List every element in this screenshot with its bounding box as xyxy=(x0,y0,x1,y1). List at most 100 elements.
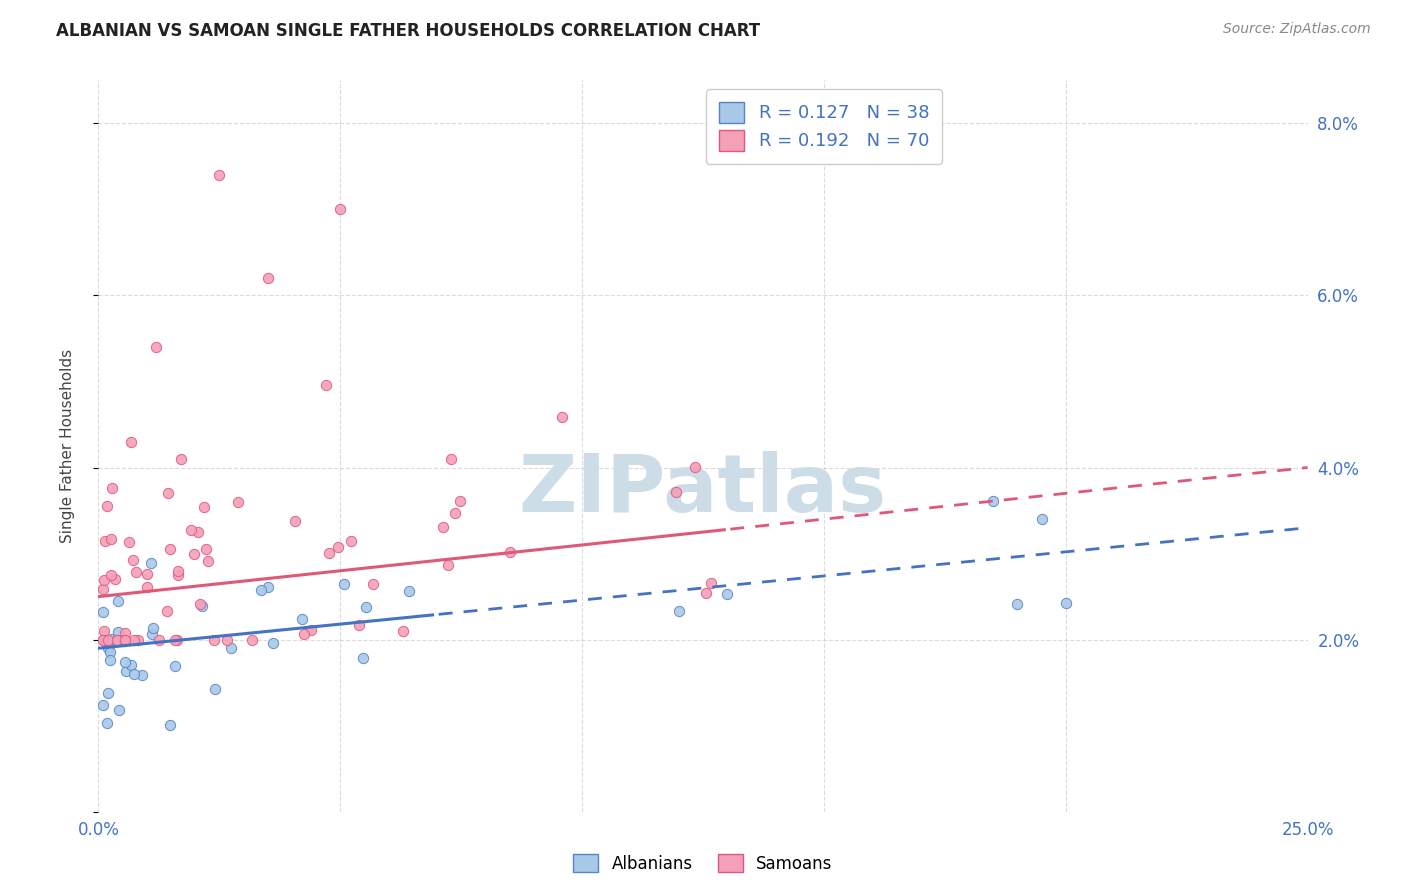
Point xyxy=(114,665,136,679)
Point xyxy=(449,494,471,508)
Point xyxy=(121,553,143,567)
Text: Source: ZipAtlas.com: Source: ZipAtlas.com xyxy=(1223,22,1371,37)
Point xyxy=(136,566,159,581)
Point xyxy=(665,484,688,499)
Text: ZIPatlas: ZIPatlas xyxy=(519,450,887,529)
Point xyxy=(354,600,377,615)
Point xyxy=(141,556,163,570)
Point xyxy=(226,495,249,509)
Point xyxy=(93,534,115,549)
Point xyxy=(156,485,179,500)
Point xyxy=(256,271,278,285)
Point xyxy=(187,525,209,540)
Point xyxy=(332,576,354,591)
Point xyxy=(183,547,205,561)
Point xyxy=(114,625,136,640)
Point xyxy=(240,632,263,647)
Point xyxy=(127,632,149,647)
Point xyxy=(98,653,121,667)
Point xyxy=(249,583,271,598)
Point xyxy=(107,625,129,640)
Point xyxy=(195,542,218,557)
Point xyxy=(107,593,129,607)
Point xyxy=(444,506,467,520)
Point xyxy=(1031,512,1053,526)
Point xyxy=(361,577,384,591)
Point xyxy=(197,554,219,568)
Point xyxy=(145,340,167,354)
Point xyxy=(685,459,707,474)
Point xyxy=(256,580,278,594)
Point xyxy=(328,541,350,555)
Point xyxy=(91,632,114,647)
Y-axis label: Single Father Households: Single Father Households xyxy=(60,349,75,543)
Point xyxy=(180,523,202,537)
Point xyxy=(339,534,361,549)
Point xyxy=(122,666,145,681)
Point xyxy=(329,202,352,217)
Point xyxy=(91,582,114,597)
Point xyxy=(105,632,128,647)
Point xyxy=(101,632,124,647)
Point xyxy=(148,632,170,647)
Point xyxy=(159,718,181,732)
Point xyxy=(166,632,188,647)
Point xyxy=(695,586,717,600)
Point xyxy=(91,632,114,647)
Point xyxy=(291,612,314,626)
Point xyxy=(141,627,163,641)
Point xyxy=(163,659,186,673)
Point xyxy=(202,632,225,647)
Point xyxy=(97,640,120,655)
Point xyxy=(432,519,454,533)
Point xyxy=(668,604,690,618)
Point xyxy=(101,482,124,496)
Point xyxy=(112,632,135,647)
Point xyxy=(120,657,142,672)
Point xyxy=(292,626,315,640)
Point xyxy=(1007,597,1029,611)
Point xyxy=(91,605,114,619)
Point xyxy=(352,651,374,665)
Point xyxy=(155,605,177,619)
Point xyxy=(96,716,118,731)
Point xyxy=(392,624,415,639)
Point xyxy=(114,632,136,647)
Point xyxy=(499,545,522,559)
Point xyxy=(436,558,458,572)
Point xyxy=(208,168,231,182)
Point xyxy=(163,632,186,647)
Point xyxy=(219,641,242,656)
Point xyxy=(159,541,181,556)
Text: ALBANIAN VS SAMOAN SINGLE FATHER HOUSEHOLDS CORRELATION CHART: ALBANIAN VS SAMOAN SINGLE FATHER HOUSEHO… xyxy=(56,22,761,40)
Point xyxy=(97,686,120,700)
Point xyxy=(100,568,122,582)
Point xyxy=(283,515,305,529)
Point xyxy=(93,573,115,587)
Point xyxy=(114,655,136,669)
Point xyxy=(100,533,122,547)
Point xyxy=(215,632,238,647)
Point xyxy=(108,703,131,717)
Point xyxy=(167,568,190,582)
Legend: Albanians, Samoans: Albanians, Samoans xyxy=(567,847,839,880)
Point xyxy=(347,618,370,632)
Point xyxy=(716,586,738,600)
Point xyxy=(118,534,141,549)
Point xyxy=(1054,596,1077,610)
Point xyxy=(98,645,121,659)
Legend: R = 0.127   N = 38, R = 0.192   N = 70: R = 0.127 N = 38, R = 0.192 N = 70 xyxy=(706,89,942,163)
Point xyxy=(104,572,127,586)
Point xyxy=(97,632,120,647)
Point xyxy=(122,632,145,647)
Point xyxy=(700,576,723,591)
Point xyxy=(120,435,142,450)
Point xyxy=(315,378,337,392)
Point xyxy=(167,564,190,578)
Point xyxy=(170,452,193,467)
Point xyxy=(299,623,322,637)
Point xyxy=(131,668,153,682)
Point xyxy=(188,597,211,611)
Point xyxy=(96,499,118,513)
Point xyxy=(262,636,284,650)
